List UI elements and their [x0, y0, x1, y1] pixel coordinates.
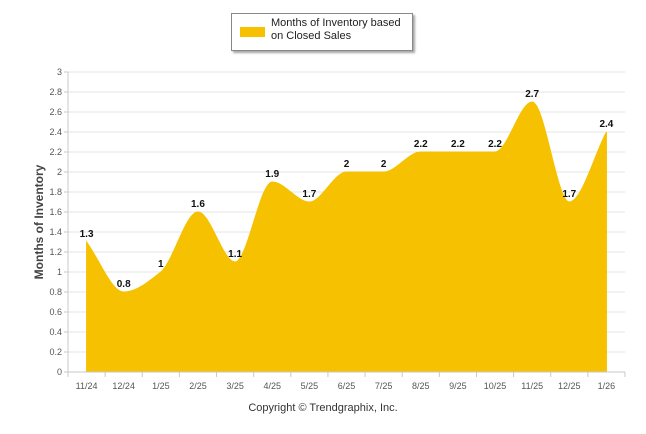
y-tick-label: 0.2: [49, 347, 62, 357]
y-tick-label: 2.6: [49, 107, 62, 117]
x-tick-label: 4/25: [263, 381, 281, 391]
y-tick-label: 0.8: [49, 287, 62, 297]
data-label: 2.4: [599, 119, 613, 130]
y-tick-label: 2.8: [49, 87, 62, 97]
data-label: 1.1: [228, 249, 242, 260]
data-labels: 1.3 0.8 1 1.6 1.1 1.9 1.7 2 2 2.2 2.2 2.2 2.7 1.7 2.4: [80, 89, 614, 290]
x-tick-label: 3/25: [226, 381, 244, 391]
x-tick-label: 1/26: [598, 381, 616, 391]
y-tick-label: 1.6: [49, 207, 62, 217]
copyright-footer: Copyright © Trendgraphix, Inc.: [248, 402, 398, 414]
y-tick-label: 1.2: [49, 247, 62, 257]
data-label: 1: [158, 259, 164, 270]
x-tick-label: 9/25: [449, 381, 467, 391]
x-tick-label: 2/25: [189, 381, 207, 391]
x-axis-ticks: 11/24 12/24 1/25 2/25 3/25 4/25 5/25 6/25 7/25 8/…: [67, 372, 626, 391]
data-label: 1.3: [80, 229, 94, 240]
data-label: 2.2: [451, 139, 465, 150]
x-tick-label: 11/24: [76, 381, 98, 391]
y-tick-label: 0.6: [49, 307, 62, 317]
y-tick-label: 0: [57, 367, 62, 377]
data-label: 1.7: [302, 189, 316, 200]
x-tick-label: 8/25: [412, 381, 430, 391]
data-label: 2: [344, 159, 350, 170]
legend: Months of Inventory based on Closed Sale…: [231, 13, 413, 51]
data-label: 0.8: [117, 279, 131, 290]
legend-swatch: [240, 27, 265, 37]
y-tick-label: 2.4: [49, 127, 62, 137]
y-tick-label: 1.8: [49, 187, 62, 197]
x-tick-label: 7/25: [375, 381, 393, 391]
data-label: 2.7: [525, 89, 539, 100]
y-axis-ticks: 0 0.2 0.4 0.6 0.8 1 1.2 1.4 1.6 1.8 2 2.2 2.4 2.6 2.8 3: [49, 67, 68, 377]
area-series: [86, 101, 607, 373]
data-label: 1.7: [562, 189, 576, 200]
x-tick-label: 11/25: [521, 381, 543, 391]
x-tick-label: 1/25: [152, 381, 170, 391]
x-tick-label: 12/24: [112, 381, 135, 391]
x-tick-label: 5/25: [301, 381, 319, 391]
y-axis-title: Months of Inventory: [32, 164, 46, 279]
y-tick-label: 3: [57, 67, 62, 77]
data-label: 1.9: [265, 169, 279, 180]
y-tick-label: 2.2: [49, 147, 62, 157]
y-tick-label: 2: [57, 167, 62, 177]
x-tick-label: 6/25: [338, 381, 356, 391]
x-tick-label: 12/25: [558, 381, 581, 391]
x-tick-label: 10/25: [484, 381, 507, 391]
data-label: 2.2: [488, 139, 502, 150]
data-label: 2: [381, 159, 387, 170]
data-label: 2.2: [414, 139, 428, 150]
y-tick-label: 1.4: [49, 227, 62, 237]
legend-label: Months of Inventory based on Closed Sale…: [271, 17, 401, 42]
y-tick-label: 1: [57, 267, 62, 277]
y-tick-label: 0.4: [49, 327, 62, 337]
data-label: 1.6: [191, 199, 205, 210]
